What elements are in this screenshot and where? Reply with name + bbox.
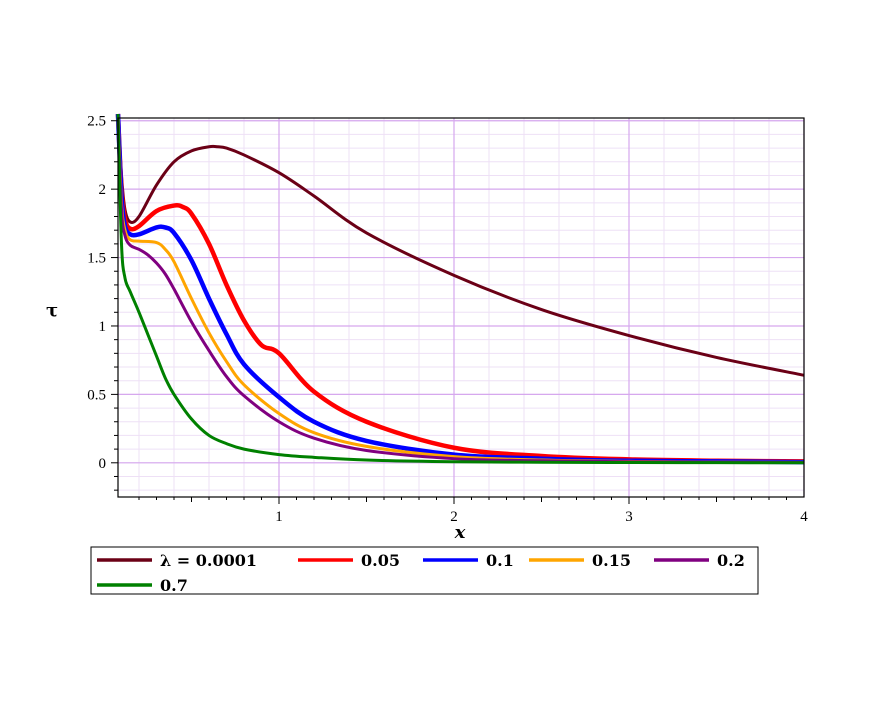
- y-tick-label: 1: [99, 319, 107, 335]
- series-line-0.1: [115, 113, 805, 465]
- tick-labels: 1 2 3 4 2.5 2 1.5 1 0.5 0: [87, 114, 808, 525]
- y-tick-label: 2.5: [87, 114, 106, 130]
- x-tick-label: 1: [275, 509, 283, 525]
- legend-label-0.7: 0.7: [160, 576, 188, 595]
- legend-box: [90, 546, 759, 595]
- plot-frame: [117, 117, 805, 498]
- x-tick-label: 2: [450, 509, 458, 525]
- y-tick-label: 1.5: [87, 251, 106, 267]
- legend-label-0.2: 0.2: [717, 551, 745, 570]
- series-line-0.2: [116, 113, 805, 465]
- y-tick-label: 0: [99, 456, 107, 472]
- series-line-0.15: [116, 113, 805, 464]
- ticks: [111, 120, 787, 504]
- y-tick-label: 2: [99, 182, 107, 198]
- y-tick-label: 0.5: [87, 387, 106, 403]
- x-tick-label: 4: [800, 509, 808, 525]
- legend-label-0.1: 0.1: [486, 551, 514, 570]
- x-tick-label: 3: [625, 509, 633, 525]
- legend-label-0.05: 0.05: [361, 551, 400, 570]
- x-axis-label: x: [454, 522, 466, 543]
- series-line-0.05: [115, 113, 805, 464]
- legend: λ = 0.0001 0.05 0.1 0.15 0.2 0.7: [90, 546, 759, 595]
- series-line-0.0001: [116, 113, 805, 377]
- legend-label-0.0001: λ = 0.0001: [160, 551, 257, 570]
- series-line-0.7: [116, 113, 805, 465]
- legend-label-0.15: 0.15: [592, 551, 631, 570]
- curves: [115, 113, 805, 465]
- y-axis-label: τ: [46, 300, 58, 321]
